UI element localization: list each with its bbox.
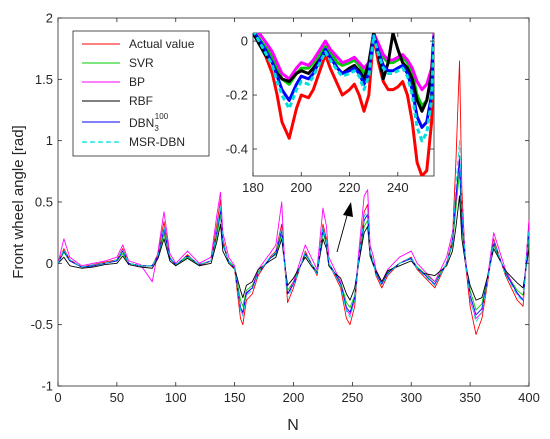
legend-label-bp: BP <box>129 75 145 89</box>
inset-y-tick-label: -0.2 <box>226 88 248 103</box>
y-axis-label: Front wheel angle [rad] <box>10 125 27 278</box>
inset-series-line-bp <box>257 33 434 92</box>
series-line-dbn <box>58 158 529 316</box>
inset-series-line-rbf <box>253 33 434 113</box>
legend-label-rbf: RBF <box>129 94 153 108</box>
x-tick-label: 50 <box>110 390 124 405</box>
x-tick-label: 250 <box>342 390 364 405</box>
legend-box <box>72 30 210 157</box>
legend-label-msr-dbn: MSR-DBN <box>129 135 185 149</box>
y-tick-label: 0 <box>46 256 53 271</box>
legend: Actual value SVR BP RBF DBN3 100 MSR-DBN <box>72 30 210 157</box>
y-tick-label: 0.5 <box>35 195 53 210</box>
x-tick-label: 100 <box>165 390 187 405</box>
legend-label-dbn: DBN3 100 <box>129 112 169 133</box>
x-axis-ticks: 0 50 100 150 200 250 300 350 400 <box>54 18 540 405</box>
main-series-group <box>58 60 529 335</box>
inset-x-tick-label: 200 <box>290 180 312 195</box>
zoom-arrow <box>336 202 353 253</box>
legend-label-dbn-base: DBN <box>129 116 154 130</box>
legend-label-dbn-sup: 100 <box>155 112 169 121</box>
legend-label-svr: SVR <box>129 56 154 70</box>
y-tick-label: 1 <box>46 133 53 148</box>
x-tick-label: 150 <box>224 390 246 405</box>
zoom-arrow-shaft <box>336 211 349 253</box>
y-tick-label: 1.5 <box>35 72 53 87</box>
inset-x-tick-label: 240 <box>387 180 409 195</box>
legend-label-dbn-sub: 3 <box>154 124 159 133</box>
y-tick-label: -1 <box>41 379 53 394</box>
series-line-actual-value <box>58 60 529 335</box>
y-tick-label: -0.5 <box>31 317 53 332</box>
inset-y-tick-label: -0.4 <box>226 142 248 157</box>
inset-x-tick-label: 180 <box>242 180 264 195</box>
x-tick-label: 350 <box>459 390 481 405</box>
inset-series-group <box>253 33 434 176</box>
series-line-bp <box>58 154 529 319</box>
x-tick-label: 400 <box>518 390 540 405</box>
y-tick-label: 2 <box>46 11 53 26</box>
x-tick-label: 300 <box>400 390 422 405</box>
inset-x-axis-ticks: 180 200 220 240 <box>242 33 409 195</box>
inset-y-tick-label: 0 <box>241 34 248 49</box>
inset-series-line-actual-value <box>253 33 434 176</box>
inset-y-axis-ticks: 0 -0.2 -0.4 <box>226 34 434 157</box>
legend-label-actual: Actual value <box>129 37 195 51</box>
x-tick-label: 0 <box>54 390 61 405</box>
x-tick-label: 200 <box>283 390 305 405</box>
inset-series-line-msr-dbn <box>253 33 434 143</box>
zoom-arrow-head <box>343 202 353 217</box>
y-axis-ticks: -1 -0.5 0 0.5 1 1.5 2 <box>31 11 529 394</box>
inset: 180 200 220 240 0 -0.2 -0.4 <box>226 32 435 195</box>
inset-x-tick-label: 220 <box>339 180 361 195</box>
x-axis-label: N <box>287 417 299 434</box>
